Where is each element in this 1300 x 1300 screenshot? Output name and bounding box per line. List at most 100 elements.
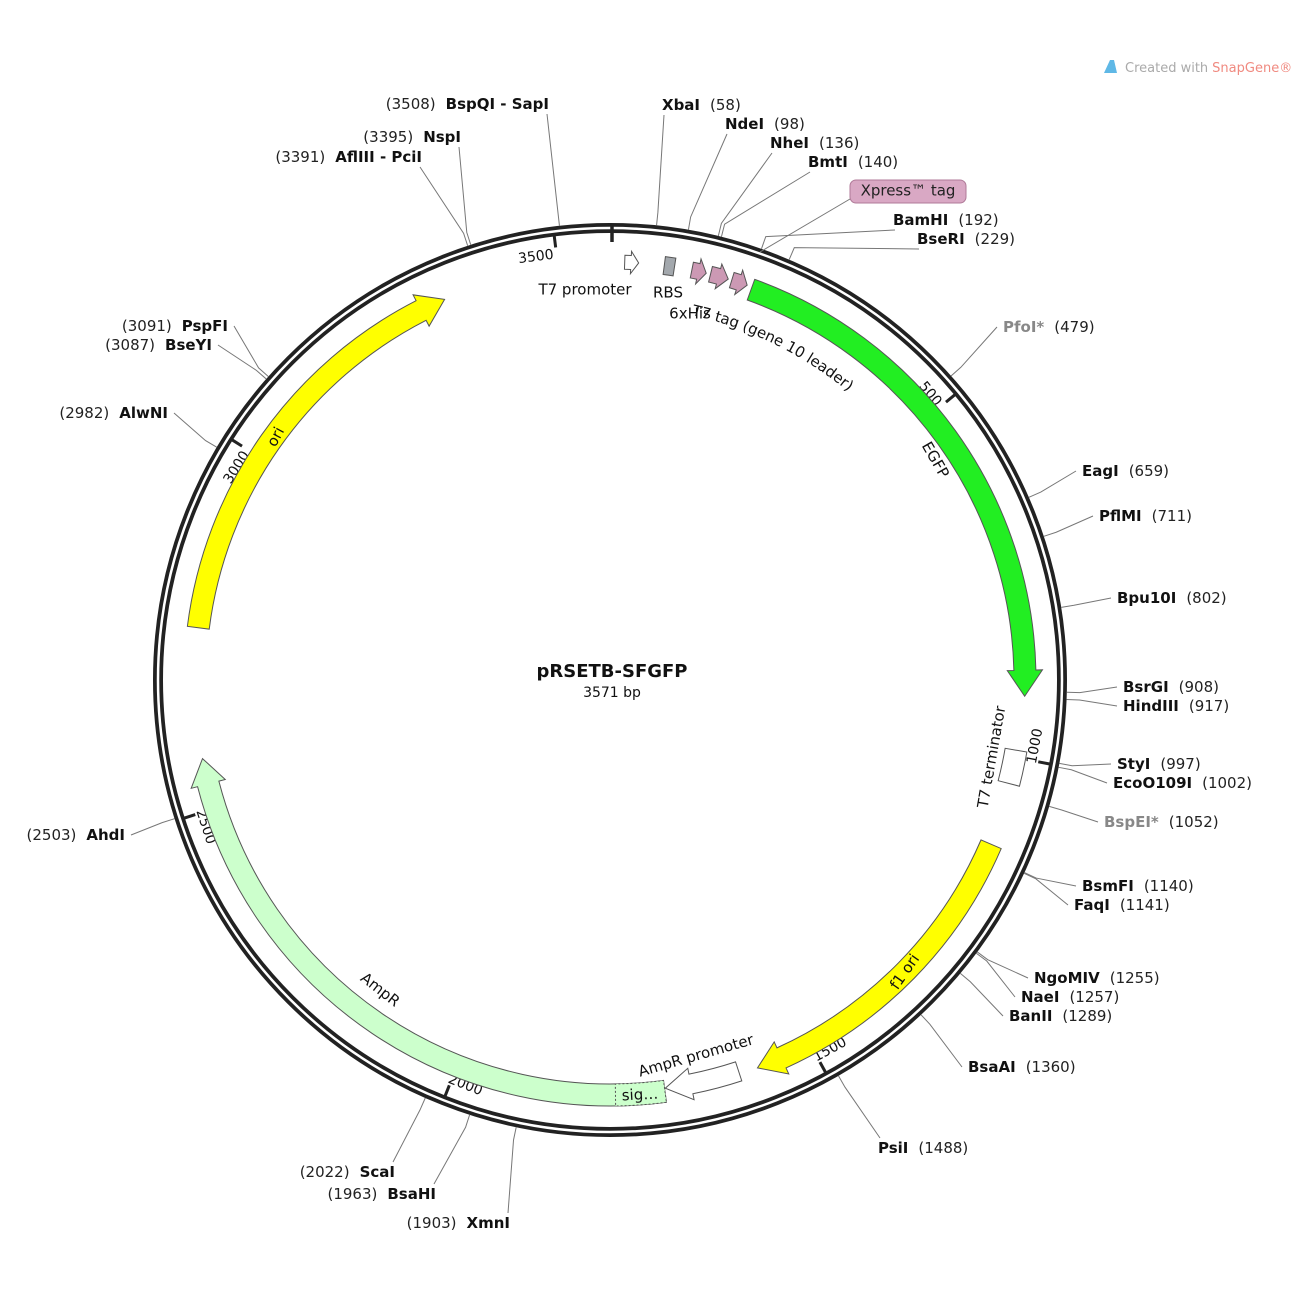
site-label: (2022) ScaI xyxy=(300,1163,395,1181)
site-position: (2022) xyxy=(300,1163,350,1181)
site-label: (3091) PspFI xyxy=(122,317,228,335)
site-name: AflIII - PciI xyxy=(335,148,422,166)
site-leader xyxy=(392,1097,426,1163)
site-leader xyxy=(720,171,811,237)
site-position: (802) xyxy=(1186,589,1226,607)
scale-tick xyxy=(552,234,558,248)
site-name: StyI xyxy=(1117,755,1150,773)
scale-tick xyxy=(818,1061,828,1075)
site-label: EagI (659) xyxy=(1082,462,1169,480)
site-position: (3395) xyxy=(363,128,413,146)
feature xyxy=(614,1079,667,1107)
site-leader xyxy=(950,326,998,377)
logo-icon xyxy=(1104,60,1117,73)
scale-tick xyxy=(443,1084,451,1098)
feature xyxy=(756,839,1002,1075)
feature xyxy=(190,757,667,1107)
feature xyxy=(997,747,1028,787)
site-position: (3391) xyxy=(275,148,325,166)
site-name: Bpu10I xyxy=(1117,589,1176,607)
site-leader xyxy=(960,973,1004,1017)
site-name: NaeI xyxy=(1021,988,1059,1006)
feature xyxy=(707,262,729,290)
site-name: NspI xyxy=(423,128,461,146)
site-label: HindIII (917) xyxy=(1123,697,1229,715)
site-position: (58) xyxy=(710,96,741,114)
site-name: ScaI xyxy=(360,1163,395,1181)
site-leader xyxy=(1059,762,1112,767)
site-label: PsiI (1488) xyxy=(878,1139,968,1157)
site-label: (1963) BsaHI xyxy=(327,1185,436,1203)
site-position: (98) xyxy=(774,115,805,133)
site-name: BsaHI xyxy=(387,1185,436,1203)
scale-label: 3500 xyxy=(517,247,554,267)
site-leader xyxy=(433,1114,471,1185)
site-position: (3087) xyxy=(105,336,155,354)
watermark-prefix: Created with xyxy=(1125,61,1208,76)
site-label: EcoO109I (1002) xyxy=(1113,774,1252,792)
site-name: EagI xyxy=(1082,462,1119,480)
site-leader xyxy=(760,229,896,249)
site-position: (1903) xyxy=(407,1214,457,1232)
feature xyxy=(186,294,446,630)
site-name: BamHI xyxy=(893,211,948,229)
site-leader xyxy=(687,133,728,230)
feature-label: T7 tag (gene 10 leader) xyxy=(690,301,858,395)
site-leader xyxy=(1043,515,1094,537)
site-label: PfoI* (479) xyxy=(1003,318,1095,336)
site-name: NheI xyxy=(770,134,809,152)
site-label: NaeI (1257) xyxy=(1021,988,1119,1006)
feature xyxy=(662,256,677,277)
site-leader xyxy=(1061,597,1112,608)
site-position: (917) xyxy=(1189,697,1229,715)
site-position: (1289) xyxy=(1062,1007,1112,1025)
site-position: (1488) xyxy=(918,1139,968,1157)
site-leader xyxy=(1023,872,1069,906)
site-leader xyxy=(788,247,920,260)
site-label: (1903) XmnI xyxy=(407,1214,510,1232)
site-name: PsiI xyxy=(878,1139,908,1157)
feature-label: 6xHis xyxy=(669,305,711,323)
site-position: (997) xyxy=(1160,755,1200,773)
feature-label: T7 promoter xyxy=(537,281,632,299)
site-name: BsmFI xyxy=(1082,877,1134,895)
site-leader xyxy=(546,113,560,226)
site-name: BanII xyxy=(1009,1007,1052,1025)
site-name: BspEI* xyxy=(1104,813,1159,831)
site-label: (3087) BseYI xyxy=(105,336,212,354)
site-leader xyxy=(717,152,773,237)
site-label: XbaI (58) xyxy=(662,96,741,114)
site-label: FaqI (1141) xyxy=(1074,896,1170,914)
site-leader xyxy=(458,146,472,245)
snapgene-logo xyxy=(1104,60,1117,73)
scale-tick xyxy=(182,813,196,820)
watermark-brand: SnapGene® xyxy=(1212,61,1292,76)
site-position: (479) xyxy=(1054,318,1094,336)
xpress-label-box xyxy=(849,179,967,204)
site-label: BmtI (140) xyxy=(808,153,898,171)
site-position: (2503) xyxy=(27,826,77,844)
site-name: EcoO109I xyxy=(1113,774,1192,792)
site-position: (1360) xyxy=(1026,1058,1076,1076)
plasmid-length: 3571 bp xyxy=(583,685,641,701)
site-position: (2982) xyxy=(59,404,109,422)
site-label: NdeI (98) xyxy=(725,115,805,133)
site-position: (908) xyxy=(1179,678,1219,696)
site-position: (1052) xyxy=(1169,813,1219,831)
site-name: PfoI* xyxy=(1003,318,1044,336)
site-name: PspFI xyxy=(182,317,228,335)
site-leader xyxy=(233,325,269,377)
site-leader xyxy=(130,818,175,836)
feature-label: RBS xyxy=(653,284,683,302)
site-leader xyxy=(1049,805,1099,823)
site-name: FaqI xyxy=(1074,896,1110,914)
site-name: BseYI xyxy=(165,336,212,354)
site-position: (1255) xyxy=(1110,969,1160,987)
site-position: (1963) xyxy=(327,1185,377,1203)
site-position: (1002) xyxy=(1202,774,1252,792)
site-name: XbaI xyxy=(662,96,700,114)
site-name: PflMI xyxy=(1099,507,1142,525)
site-label: BamHI (192) xyxy=(893,211,999,229)
site-position: (3508) xyxy=(386,95,436,113)
